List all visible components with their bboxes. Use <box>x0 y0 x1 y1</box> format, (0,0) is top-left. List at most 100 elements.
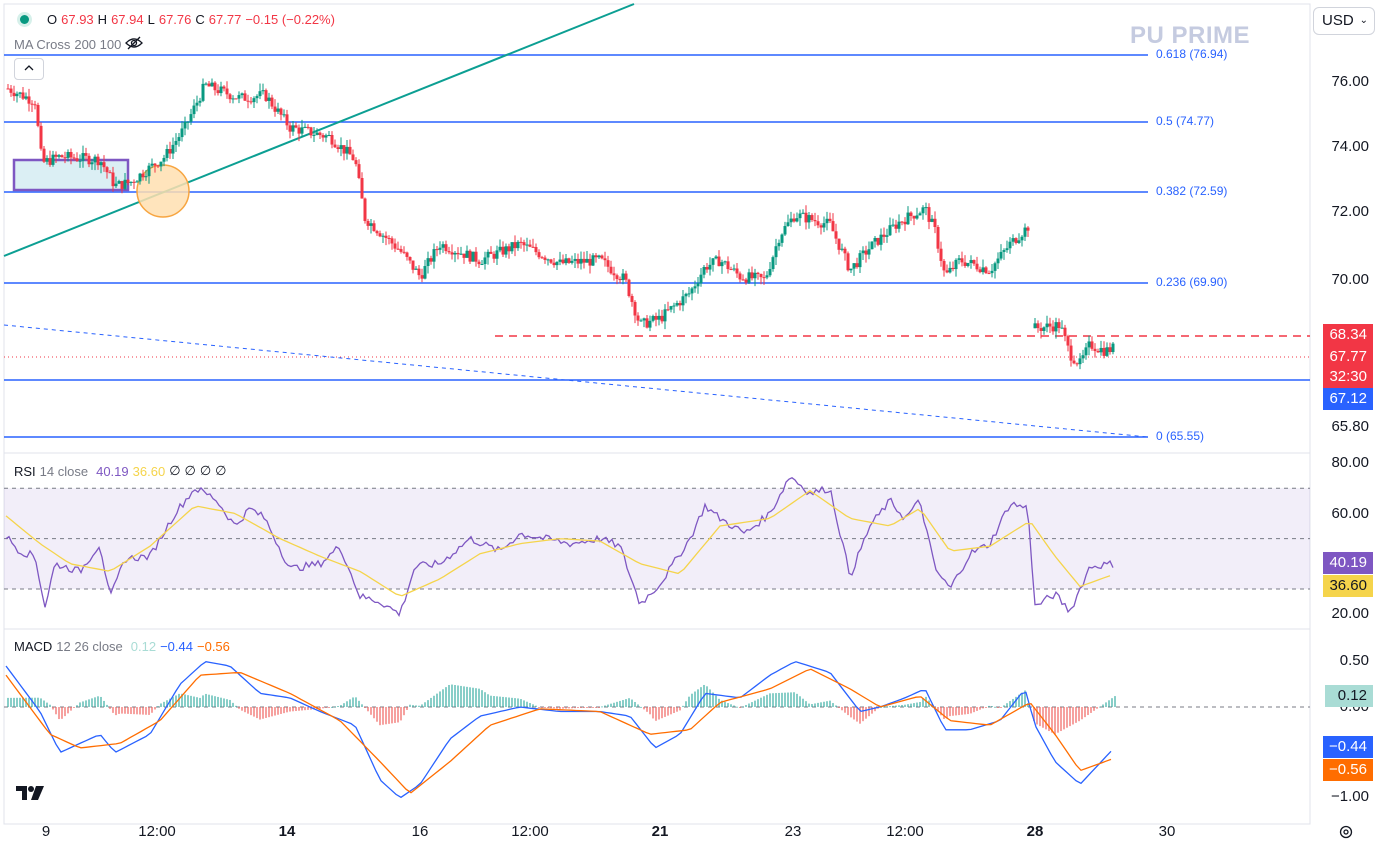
macd-histogram-bar <box>793 692 795 707</box>
macd-histogram-bar <box>349 699 351 707</box>
price-candle-body <box>711 258 715 265</box>
macd-histogram-bar <box>457 685 459 707</box>
macd-histogram-bar <box>247 707 249 714</box>
price-candle-body <box>552 262 556 266</box>
settings-gear-icon[interactable] <box>1338 824 1354 845</box>
fib-level-label: 0.5 (74.77) <box>1156 114 1215 128</box>
macd-histogram-bar <box>190 695 192 707</box>
price-candle-body <box>378 233 382 237</box>
macd-histogram-bar <box>391 707 393 724</box>
price-candle-body <box>615 275 619 280</box>
macd-histogram-bar <box>814 703 816 707</box>
price-candle-body <box>42 148 46 162</box>
macd-histogram-bar <box>49 704 51 707</box>
macd-histogram-bar <box>1027 703 1029 707</box>
macd-histogram-bar <box>34 697 36 707</box>
close-value: 67.77 <box>208 12 242 27</box>
macd-histogram-bar <box>988 705 990 707</box>
price-candle-body <box>468 250 472 262</box>
price-candle-body <box>87 155 91 165</box>
price-candle-body <box>228 94 232 100</box>
macd-histogram-bar <box>10 697 12 707</box>
price-candle-body <box>675 303 679 306</box>
macd-histogram-bar <box>238 707 240 709</box>
macd-histogram-bar <box>1066 707 1068 728</box>
price-candle-body <box>585 258 589 263</box>
price-candle-body <box>84 153 88 156</box>
collapse-legend-button[interactable] <box>14 58 44 80</box>
macd-histogram-bar <box>1099 706 1101 708</box>
macd-histogram-bar <box>343 703 345 707</box>
rsi-tick-label: 80.00 <box>1331 454 1369 471</box>
price-candle-body <box>1099 347 1103 353</box>
rsi-legend[interactable]: RSI 14 close 40.19 36.60 ∅ ∅ ∅ ∅ <box>14 463 227 479</box>
price-candle-body <box>246 100 250 102</box>
macd-histogram-bar <box>658 707 660 720</box>
price-candle-body <box>657 315 661 320</box>
price-candle-body <box>600 255 604 259</box>
macd-histogram-bar <box>562 707 564 709</box>
price-candle-body <box>633 301 637 316</box>
price-candle-body <box>9 88 13 93</box>
macd-histogram-bar <box>967 707 969 715</box>
macd-histogram-bar <box>616 701 618 707</box>
price-candle-body <box>150 163 154 166</box>
tradingview-logo-icon[interactable] <box>16 784 46 807</box>
price-candle-body <box>885 235 889 237</box>
macd-histogram-bar <box>460 685 462 707</box>
macd-histogram-bar <box>121 707 123 714</box>
price-candle-body <box>381 235 385 237</box>
macd-histogram-bar <box>640 706 642 708</box>
macd-histogram-bar <box>538 707 540 708</box>
fib-level-label: 0 (65.55) <box>1156 429 1205 443</box>
price-candle-body <box>96 156 100 166</box>
price-candle-body <box>1017 240 1021 243</box>
macd-histogram-bar <box>868 707 870 717</box>
macd-histogram-bar <box>466 686 468 707</box>
macd-histogram-bar <box>445 687 447 707</box>
macd-histogram-bar <box>940 707 942 716</box>
price-candle-body <box>267 97 271 101</box>
macd-histogram-bar <box>283 707 285 714</box>
macd-histogram-bar <box>454 685 456 707</box>
ma-cross-legend[interactable]: MA Cross 200 100 <box>14 36 144 53</box>
macd-histogram-bar <box>487 694 489 707</box>
price-candle-body <box>474 251 478 262</box>
price-candle-body <box>693 286 697 289</box>
price-candle-body <box>978 269 982 273</box>
macd-histogram-bar <box>796 693 798 707</box>
time-tick-label: 30 <box>1158 823 1176 840</box>
macd-histogram-bar <box>700 687 702 707</box>
macd-histogram-bar <box>202 695 204 707</box>
price-candle-body <box>666 309 670 311</box>
macd-histogram-bar <box>964 707 966 715</box>
macd-histogram-bar <box>253 707 255 717</box>
macd-histogram-bar <box>262 707 264 719</box>
price-candle-body <box>777 242 781 247</box>
price-candle-body <box>12 92 16 97</box>
rsi-ma-line <box>5 489 1111 597</box>
price-candle-body <box>690 288 694 294</box>
high-value: 67.94 <box>111 12 144 27</box>
price-candle-body <box>714 256 718 259</box>
price-candle-body <box>369 223 373 226</box>
last-price-tag: 67.77 32:30 <box>1323 346 1373 388</box>
price-candle-body <box>156 165 160 167</box>
price-candle-body <box>36 104 40 126</box>
price-candle-body <box>630 296 634 302</box>
price-candle-body <box>1105 347 1109 356</box>
price-candle-body <box>273 106 277 112</box>
price-candle-body <box>819 225 823 228</box>
price-candle-body <box>138 173 142 182</box>
macd-legend[interactable]: MACD 12 26 close 0.12 −0.44 −0.56 <box>14 639 230 654</box>
eye-crossed-icon[interactable] <box>125 36 144 53</box>
price-candle-body <box>372 223 376 232</box>
price-candle-body <box>579 258 583 264</box>
price-candle-body <box>1045 323 1049 328</box>
macd-histogram-bar <box>220 697 222 707</box>
macd-histogram-bar <box>127 707 129 714</box>
price-candle-body <box>1002 250 1006 252</box>
currency-selector[interactable]: USD ⌄ <box>1313 7 1375 35</box>
